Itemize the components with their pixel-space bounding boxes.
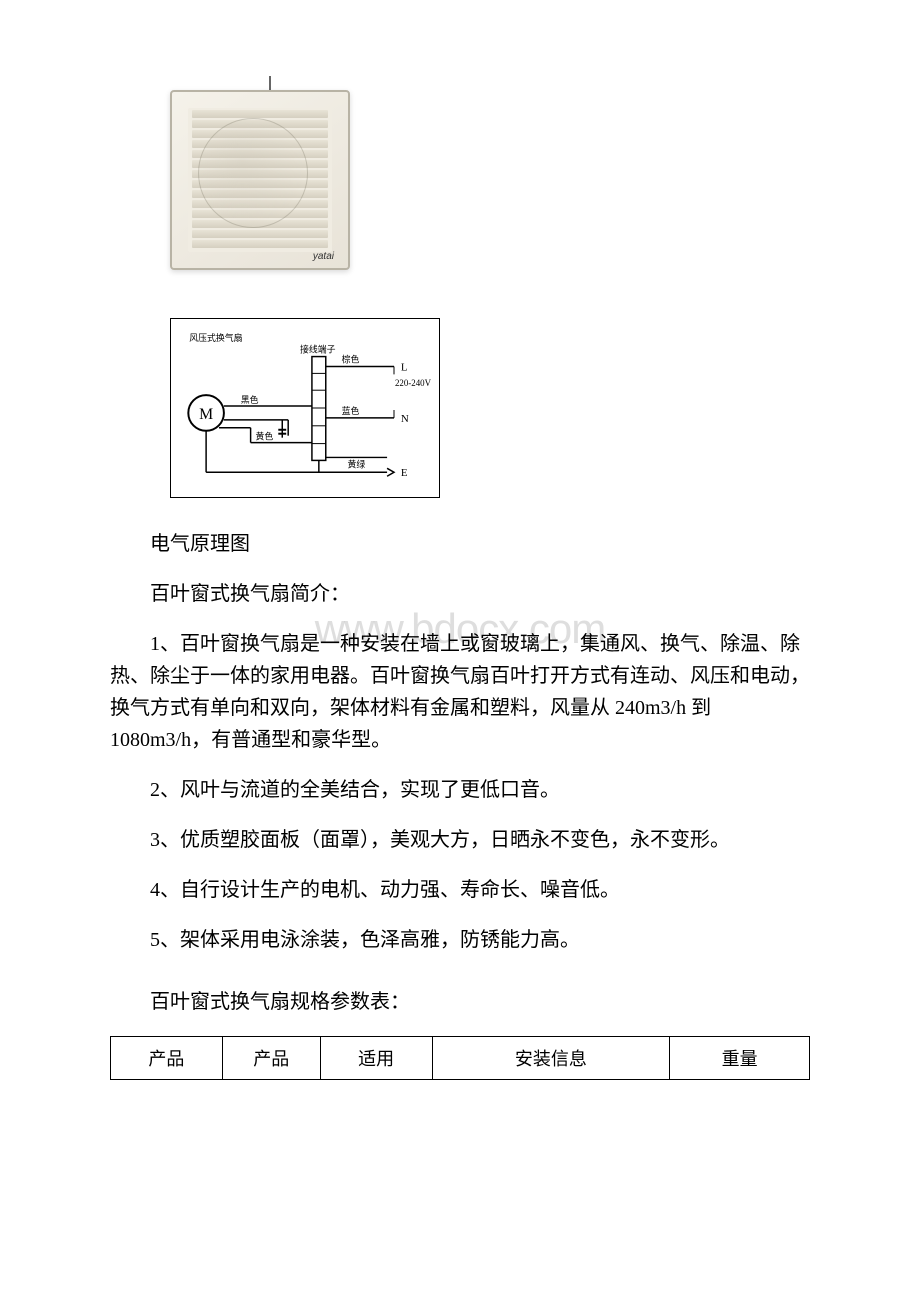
table-header-row: 产品 产品 适用 安装信息 重量 [111,1037,810,1080]
motor-letter: M [199,406,213,423]
terminal-N: N [401,413,409,425]
diagram-title: 风压式换气扇 [189,332,242,343]
paragraph-1: 1、百叶窗换气扇是一种安装在墙上或窗玻璃上，集通风、换气、除温、除热、除尘于一体… [110,628,810,756]
intro-heading: 百叶窗式换气扇简介： [110,578,810,610]
spec-table: 产品 产品 适用 安装信息 重量 [110,1036,810,1080]
wire-blue-label: 蓝色 [342,405,360,416]
hanger-graphic [269,76,271,90]
th-install-info: 安装信息 [432,1037,670,1080]
th-weight: 重量 [670,1037,810,1080]
circuit-svg: 风压式换气扇 M 黑色 黄色 接线端子 [171,319,439,497]
wire-yellow-label: 黄色 [256,431,274,442]
louver-panel [188,108,332,252]
wire-black-label: 黑色 [241,394,259,405]
wire-brown-label: 棕色 [342,354,360,365]
spec-heading: 百叶窗式换气扇规格参数表： [110,986,810,1018]
paragraph-2: 2、风叶与流道的全美结合，实现了更低口音。 [110,774,810,806]
th-applicable: 适用 [320,1037,432,1080]
terminal-block-label: 接线端子 [300,344,336,355]
fan-blade-outline [198,118,308,228]
circuit-diagram: 风压式换气扇 M 黑色 黄色 接线端子 [170,318,440,498]
fan-frame: yatai [170,90,350,270]
voltage-label: 220-240V [395,378,432,388]
paragraph-5: 5、架体采用电泳涂装，色泽高雅，防锈能力高。 [110,924,810,956]
diagram-caption: 电气原理图 [110,528,810,560]
brand-label: yatai [313,251,334,262]
th-product-1: 产品 [111,1037,223,1080]
paragraph-4: 4、自行设计生产的电机、动力强、寿命长、噪音低。 [110,874,810,906]
wire-yg-label: 黄绿 [348,458,366,469]
terminal-L: L [401,361,408,373]
terminal-E: E [401,467,408,479]
th-product-2: 产品 [222,1037,320,1080]
paragraph-3: 3、优质塑胶面板（面罩），美观大方，日晒永不变色，永不变形。 [110,824,810,856]
product-photo: yatai [170,90,370,290]
